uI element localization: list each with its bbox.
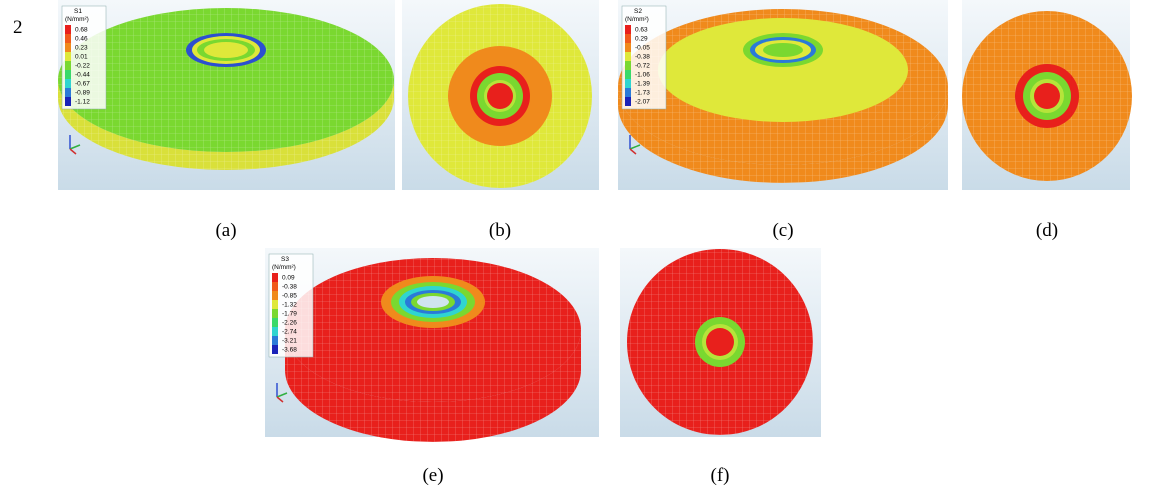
legend-label: -0.89 (75, 90, 90, 97)
legend-label: -0.38 (282, 284, 297, 291)
legend-swatch (272, 300, 278, 309)
contour-region (417, 296, 449, 308)
mesh-overlay (58, 8, 394, 152)
legend-title: S2 (634, 8, 642, 15)
caption: (c) (772, 220, 793, 241)
legend-swatch (65, 25, 71, 34)
legend-swatch (65, 61, 71, 70)
legend-swatch (625, 88, 631, 97)
legend-label: 0.09 (282, 275, 295, 282)
panel: (a) S1(N/mm²) 0.68 0.46 0.23 0.01 -0.22 -0.44 -0… (58, 0, 395, 241)
legend-label: 0.01 (75, 54, 88, 61)
legend-label: -2.74 (282, 329, 297, 336)
legend-label: 0.63 (635, 27, 648, 34)
legend-swatch (625, 25, 631, 34)
legend-swatch (272, 336, 278, 345)
legend-swatch (625, 97, 631, 106)
legend-label: 0.29 (635, 36, 648, 43)
caption: (b) (489, 220, 511, 241)
legend-swatch (272, 327, 278, 336)
contour-region (204, 42, 248, 58)
legend-swatch (272, 273, 278, 282)
panel: (b) (402, 0, 599, 241)
caption: (d) (1036, 220, 1058, 241)
legend-label: 0.46 (75, 36, 88, 43)
contour-region (1034, 83, 1060, 109)
caption: (f) (711, 465, 730, 486)
legend-unit: (N/mm²) (65, 16, 89, 23)
legend-unit: (N/mm²) (625, 16, 649, 23)
legend-swatch (65, 70, 71, 79)
legend-title: S3 (281, 256, 289, 263)
legend-unit: (N/mm²) (272, 264, 296, 271)
legend-swatch (625, 79, 631, 88)
panel: (c) S2(N/mm²) 0.63 0.29 -0.05 -0.38 -0.72 -1.06… (618, 0, 948, 241)
legend-swatch (272, 318, 278, 327)
legend-swatch (65, 88, 71, 97)
legend-swatch (272, 309, 278, 318)
legend-label: -0.22 (75, 63, 90, 70)
legend-swatch (65, 52, 71, 61)
legend-title: S1 (74, 8, 82, 15)
legend-swatch (65, 43, 71, 52)
legend-label: -0.38 (635, 54, 650, 61)
legend-label: -3.68 (282, 347, 297, 354)
panel: (e) S3(N/mm²) 0.09 -0.38 -0.85 -1.32 -1.79 -2.2… (265, 248, 599, 486)
contour-region (706, 328, 734, 356)
legend-swatch (625, 61, 631, 70)
legend-label: -1.39 (635, 81, 650, 88)
figure-number: 2 (13, 17, 23, 38)
legend-label: -0.05 (635, 45, 650, 52)
legend-swatch (625, 34, 631, 43)
legend-label: -0.67 (75, 81, 90, 88)
panel: (f) (620, 248, 821, 486)
caption: (e) (422, 465, 443, 486)
legend-label: -1.32 (282, 302, 297, 309)
legend-swatch (272, 291, 278, 300)
caption: (a) (215, 220, 236, 241)
legend-label: 0.23 (75, 45, 88, 52)
contour-region (763, 43, 803, 57)
legend-swatch (65, 34, 71, 43)
legend-swatch (65, 79, 71, 88)
legend-swatch (625, 70, 631, 79)
legend-label: -2.26 (282, 320, 297, 327)
legend-label: -0.44 (75, 72, 90, 79)
legend-swatch (625, 52, 631, 61)
legend-label: -3.21 (282, 338, 297, 345)
legend-label: -0.85 (282, 293, 297, 300)
legend-swatch (625, 43, 631, 52)
legend-label: 0.68 (75, 27, 88, 34)
legend-label: -0.72 (635, 63, 650, 70)
legend-swatch (272, 345, 278, 354)
legend-label: -1.12 (75, 99, 90, 106)
figure: 2 (a)S1(N/mm²)0.680.460.230.01-0.22-0.44… (0, 0, 1155, 489)
legend-label: -1.79 (282, 311, 297, 318)
legend-label: -1.06 (635, 72, 650, 79)
panel: (d) (962, 0, 1132, 241)
legend-label: -2.07 (635, 99, 650, 106)
legend-swatch (272, 282, 278, 291)
contour-region (487, 83, 513, 109)
legend-swatch (65, 97, 71, 106)
legend-label: -1.73 (635, 90, 650, 97)
